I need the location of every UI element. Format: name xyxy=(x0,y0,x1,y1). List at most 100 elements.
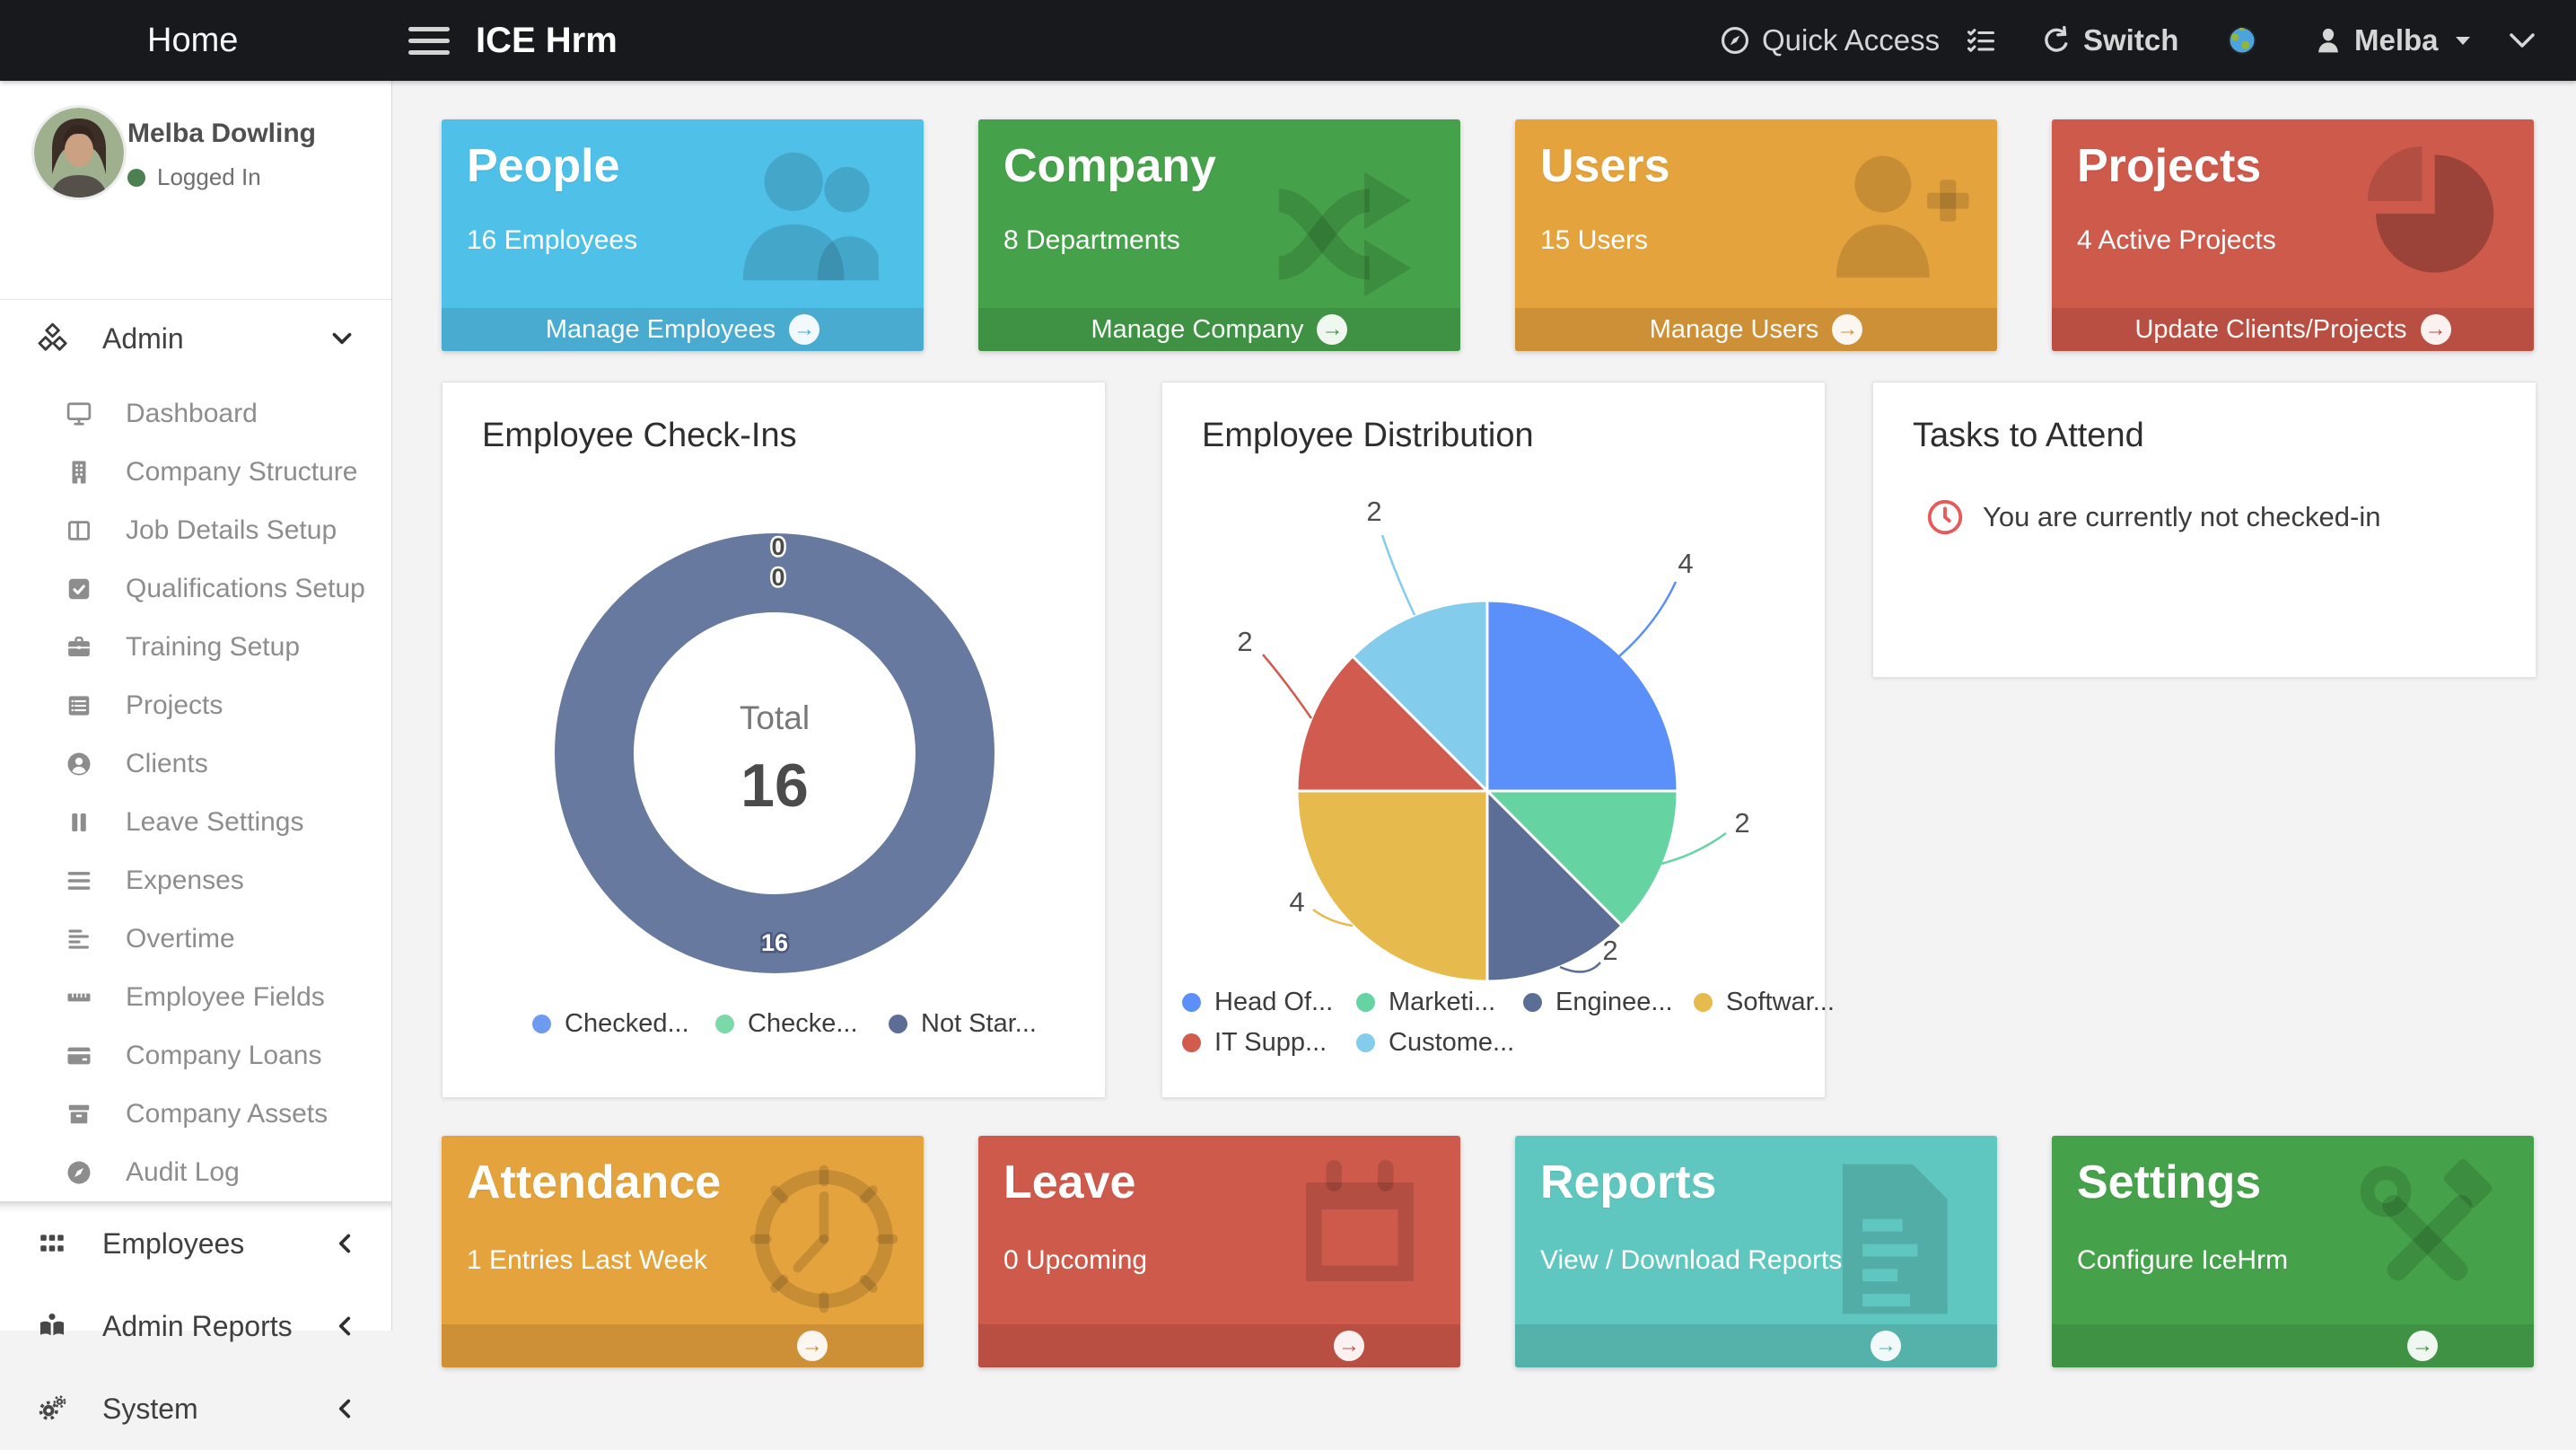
reports-footer-link[interactable]: → xyxy=(1515,1324,1997,1367)
card-subtitle: 15 Users xyxy=(1540,225,1649,255)
sidebar-item-projects[interactable]: Projects xyxy=(0,676,391,734)
briefcase-icon xyxy=(65,634,93,661)
sidebar-item-leave-settings[interactable]: Leave Settings xyxy=(0,793,391,851)
chevron-left-icon xyxy=(337,1316,352,1336)
pie-value-customer: 2 xyxy=(1366,496,1381,527)
sidebar-item-expenses[interactable]: Expenses xyxy=(0,851,391,910)
clock-alert-icon xyxy=(1925,497,1965,537)
task-list-icon[interactable] xyxy=(1966,0,1996,81)
book-reader-icon xyxy=(36,1311,68,1341)
card-title: Attendance xyxy=(467,1156,722,1208)
nav-home-label: Home xyxy=(147,21,239,59)
legend-dot xyxy=(1182,1033,1201,1052)
manage-company-link[interactable]: Manage Company → xyxy=(978,308,1460,351)
tools-icon xyxy=(2353,1159,2502,1307)
user-circle-icon xyxy=(65,751,93,778)
archive-icon xyxy=(65,1101,93,1128)
card-title: Company xyxy=(1003,140,1216,192)
sidebar-item-overtime[interactable]: Overtime xyxy=(0,910,391,968)
sidebar-item-company-assets[interactable]: Company Assets xyxy=(0,1085,391,1143)
settings-card[interactable]: Settings Configure IceHrm → xyxy=(2052,1136,2534,1367)
sidebar-lower-sections: Employees Admin Reports System xyxy=(0,1201,391,1425)
user-plus-icon xyxy=(1817,146,1974,281)
card-subtitle: 1 Entries Last Week xyxy=(467,1245,707,1275)
donut-label-not-started: 16 xyxy=(761,929,788,956)
people-icon xyxy=(730,146,900,281)
manage-users-link[interactable]: Manage Users → xyxy=(1515,308,1997,351)
legend-item-not-started[interactable]: Not Star... xyxy=(889,1009,1037,1039)
distribution-pie-chart[interactable]: 4 2 2 4 2 2 xyxy=(1162,382,1827,1099)
cubes-icon xyxy=(36,322,68,355)
status-dot-icon xyxy=(127,168,145,187)
legend-item-software[interactable]: Softwar... xyxy=(1694,988,1835,1017)
arrow-circle-right-icon: → xyxy=(2420,314,2451,345)
legend-dot xyxy=(715,1015,734,1033)
nav-home[interactable]: Home xyxy=(147,0,238,81)
sidebar-item-clients[interactable]: Clients xyxy=(0,734,391,793)
company-card[interactable]: Company 8 Departments Manage Company → xyxy=(978,119,1460,351)
sidebar-item-training-setup[interactable]: Training Setup xyxy=(0,618,391,676)
caret-down-icon xyxy=(2455,36,2470,45)
sidebar-item-dashboard[interactable]: Dashboard xyxy=(0,384,391,443)
card-subtitle: 4 Active Projects xyxy=(2077,225,2276,255)
manage-employees-link[interactable]: Manage Employees → xyxy=(442,308,924,351)
legend-item-customer[interactable]: Custome... xyxy=(1356,1028,1514,1058)
attendance-card[interactable]: Attendance 1 Entries Last Week → xyxy=(442,1136,924,1367)
chevron-left-icon xyxy=(337,1234,352,1253)
sidebar-item-audit-log[interactable]: Audit Log xyxy=(0,1143,391,1201)
pie-slice-head-office[interactable] xyxy=(1485,599,1679,793)
users-card[interactable]: Users 15 Users Manage Users → xyxy=(1515,119,1997,351)
hamburger-menu-icon[interactable] xyxy=(408,0,450,81)
quick-access-button[interactable]: Quick Access xyxy=(1720,0,1940,81)
sidebar-section-system[interactable]: System xyxy=(0,1367,391,1450)
chevron-left-icon xyxy=(337,1399,352,1419)
legend-item-checked-in[interactable]: Checked... xyxy=(532,1009,689,1039)
legend-item-engineering[interactable]: Enginee... xyxy=(1523,988,1673,1017)
leave-footer-link[interactable]: → xyxy=(978,1324,1460,1367)
sidebar-item-job-details-setup[interactable]: Job Details Setup xyxy=(0,501,391,559)
lines-icon xyxy=(65,867,93,894)
attendance-footer-link[interactable]: → xyxy=(442,1324,924,1367)
sidebar-item-employee-fields[interactable]: Employee Fields xyxy=(0,968,391,1026)
pie-value-head-office: 4 xyxy=(1678,548,1693,579)
checkins-donut-chart[interactable]: 0 0 Total 16 16 xyxy=(442,382,1107,1099)
donut-label-checked-out: 0 xyxy=(771,564,784,591)
projects-card[interactable]: Projects 4 Active Projects Update Client… xyxy=(2052,119,2534,351)
globe-icon[interactable] xyxy=(2226,0,2258,81)
employee-checkins-panel: Employee Check-Ins 0 0 Total 16 16 Check… xyxy=(442,382,1106,1098)
legend-item-marketing[interactable]: Marketi... xyxy=(1356,988,1495,1017)
legend-item-head-office[interactable]: Head Of... xyxy=(1182,988,1333,1017)
card-subtitle: Configure IceHrm xyxy=(2077,1245,2289,1275)
people-card[interactable]: People 16 Employees Manage Employees → xyxy=(442,119,924,351)
shuffle-icon xyxy=(1271,171,1437,297)
arrow-circle-right-icon: → xyxy=(1317,314,1348,345)
card-title: Settings xyxy=(2077,1156,2262,1208)
sidebar-item-company-loans[interactable]: Company Loans xyxy=(0,1026,391,1085)
panel-title: Tasks to Attend xyxy=(1913,417,2144,454)
legend-item-checked-out[interactable]: Checke... xyxy=(715,1009,858,1039)
grid-icon xyxy=(36,1228,68,1259)
donut-center-value: 16 xyxy=(740,751,809,820)
sidebar-section-admin[interactable]: Admin xyxy=(0,310,391,367)
monitor-icon xyxy=(65,400,93,427)
card-subtitle: 8 Departments xyxy=(1003,225,1180,255)
legend-dot xyxy=(1356,993,1375,1012)
pie-slice-software[interactable] xyxy=(1295,789,1489,983)
navbar-collapse-chevron-icon[interactable] xyxy=(2508,0,2537,81)
avatar[interactable] xyxy=(34,108,124,198)
user-menu[interactable]: Melba xyxy=(2314,0,2470,81)
sidebar-section-employees[interactable]: Employees xyxy=(0,1202,391,1285)
update-clients-projects-link[interactable]: Update Clients/Projects → xyxy=(2052,308,2534,351)
brand-title: ICE Hrm xyxy=(476,20,618,60)
switch-button[interactable]: Switch xyxy=(2041,0,2178,81)
reports-card[interactable]: Reports View / Download Reports → xyxy=(1515,1136,1997,1367)
tasks-panel: Tasks to Attend You are currently not ch… xyxy=(1872,382,2537,678)
sidebar-section-admin-reports[interactable]: Admin Reports xyxy=(0,1285,391,1367)
sidebar-item-company-structure[interactable]: Company Structure xyxy=(0,443,391,501)
settings-footer-link[interactable]: → xyxy=(2052,1324,2534,1367)
arrow-circle-right-icon: → xyxy=(797,1331,828,1361)
sidebar-item-qualifications-setup[interactable]: Qualifications Setup xyxy=(0,559,391,618)
leave-card[interactable]: Leave 0 Upcoming → xyxy=(978,1136,1460,1367)
legend-item-it-support[interactable]: IT Supp... xyxy=(1182,1028,1327,1058)
clock-icon xyxy=(748,1163,900,1315)
